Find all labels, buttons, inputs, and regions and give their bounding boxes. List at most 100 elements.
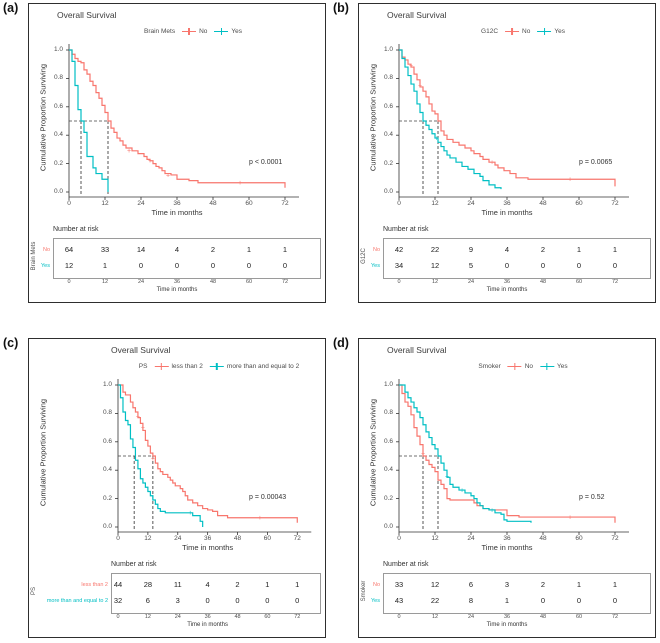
x-tick-label: 24 [467, 200, 475, 207]
x-tick-label: 24 [174, 535, 182, 542]
x-tick-label: 72 [293, 535, 301, 542]
risk-tick-label: 24 [467, 279, 475, 285]
legend-item: No [182, 27, 207, 36]
risk-count: 0 [612, 596, 618, 605]
censor-plus-icon [182, 27, 197, 36]
panel-label: (a) [3, 1, 19, 15]
risk-count: 1 [612, 580, 618, 589]
y-tick-label: 0.4 [102, 466, 112, 474]
risk-count: 0 [205, 596, 210, 605]
svg-text:+: + [148, 158, 152, 165]
y-tick-label: 1.0 [102, 381, 112, 388]
panel-d: (d) Overall Survival Smoker No Yes Cumul… [332, 336, 660, 643]
legend: G12C No Yes [481, 27, 565, 36]
x-axis-title: Time in months [182, 543, 234, 552]
legend-item: No [507, 362, 533, 371]
panel-a: (a) Overall Survival Brain Mets No Yes C… [2, 1, 332, 311]
y-tick-label: 0.4 [383, 466, 393, 474]
plot-title: Overall Survival [57, 10, 117, 20]
risk-count: 0 [138, 261, 144, 270]
risk-count: 12 [430, 580, 440, 589]
x-tick-label: 72 [281, 200, 289, 207]
legend-label: more than and equal to 2 [226, 363, 300, 370]
svg-text:+: + [434, 135, 438, 142]
x-tick-label: 48 [539, 535, 547, 542]
risk-row-label: less than 2 [81, 582, 108, 588]
y-tick-label: 0.0 [102, 523, 112, 530]
risk-count: 44 [113, 580, 123, 589]
svg-text:+: + [127, 148, 131, 155]
km-plot: + + + + [66, 44, 299, 200]
svg-text:+: + [568, 514, 572, 521]
y-tick-label: 0.2 [383, 159, 393, 167]
risk-group-label: PS [31, 587, 37, 596]
panel-b: (b) Overall Survival G12C No Yes Cumulat… [332, 1, 660, 311]
censor-plus-icon [214, 27, 229, 36]
panel-box: Overall Survival G12C No Yes Cumulative … [358, 3, 656, 303]
y-tick-label: 0.2 [383, 494, 393, 502]
risk-count: 1 [102, 261, 108, 270]
risk-x-axis-title: Time in months [156, 287, 198, 293]
risk-count: 1 [265, 580, 270, 589]
risk-count: 33 [394, 580, 404, 589]
risk-tick-label: 24 [137, 279, 145, 285]
svg-text:+: + [258, 515, 262, 522]
x-tick-label: 48 [233, 535, 242, 542]
risk-count: 4 [174, 245, 180, 254]
risk-count: 0 [282, 261, 288, 270]
km-plot: +++++ [396, 379, 629, 535]
risk-count: 32 [113, 596, 123, 605]
risk-tick-label: 72 [281, 279, 289, 285]
svg-text:+: + [445, 473, 449, 480]
x-axis-title: Time in months [481, 208, 533, 217]
risk-tick-label: 36 [503, 279, 511, 285]
risk-tick-label: 12 [431, 279, 439, 285]
risk-count: 22 [430, 596, 440, 605]
svg-text:+: + [568, 177, 572, 184]
x-tick-label: 12 [431, 535, 439, 542]
y-tick-label: 0.8 [102, 409, 112, 417]
risk-row-label: Yes [41, 263, 50, 269]
x-tick-label: 0 [116, 535, 120, 542]
svg-text:+: + [490, 160, 494, 167]
x-tick-label: 60 [245, 200, 253, 207]
x-tick-label: 0 [397, 200, 401, 207]
legend-title: Brain Mets [144, 28, 176, 35]
risk-count: 9 [468, 245, 474, 254]
risk-tick-label: 72 [294, 614, 301, 620]
y-tick-label: 0.0 [383, 188, 393, 195]
y-tick-label: 0.2 [102, 494, 112, 502]
risk-count: 1 [246, 245, 252, 254]
p-value: p < 0.0001 [249, 159, 283, 166]
risk-count: 1 [576, 245, 582, 254]
risk-count: 8 [468, 596, 474, 605]
legend-item: No [505, 27, 530, 36]
risk-table-box [383, 573, 651, 614]
risk-x-axis-title: Time in months [486, 287, 528, 293]
km-plot: +++++ [115, 379, 312, 535]
risk-count: 0 [504, 261, 510, 270]
risk-count: 1 [295, 580, 300, 589]
risk-count: 0 [540, 596, 546, 605]
risk-count: 14 [136, 245, 146, 254]
panel-label: (b) [333, 1, 349, 15]
risk-count: 0 [235, 596, 240, 605]
x-tick-label: 36 [204, 535, 212, 542]
risk-count: 42 [394, 245, 404, 254]
risk-group-label: G12C [361, 248, 367, 264]
y-tick-label: 1.0 [383, 46, 393, 53]
svg-text:+: + [188, 510, 192, 517]
risk-count: 6 [145, 596, 150, 605]
x-tick-label: 48 [209, 200, 217, 207]
risk-tick-label: 24 [174, 614, 181, 620]
risk-tick-label: 72 [611, 279, 619, 285]
risk-count: 0 [210, 261, 216, 270]
risk-count: 4 [205, 580, 210, 589]
panel-box: Overall Survival Brain Mets No Yes Cumul… [28, 3, 326, 303]
x-tick-label: 60 [575, 200, 583, 207]
x-tick-label: 72 [611, 200, 619, 207]
risk-x-axis-title: Time in months [187, 622, 229, 628]
risk-tick-label: 24 [467, 614, 475, 620]
y-tick-label: 0.0 [53, 188, 63, 195]
